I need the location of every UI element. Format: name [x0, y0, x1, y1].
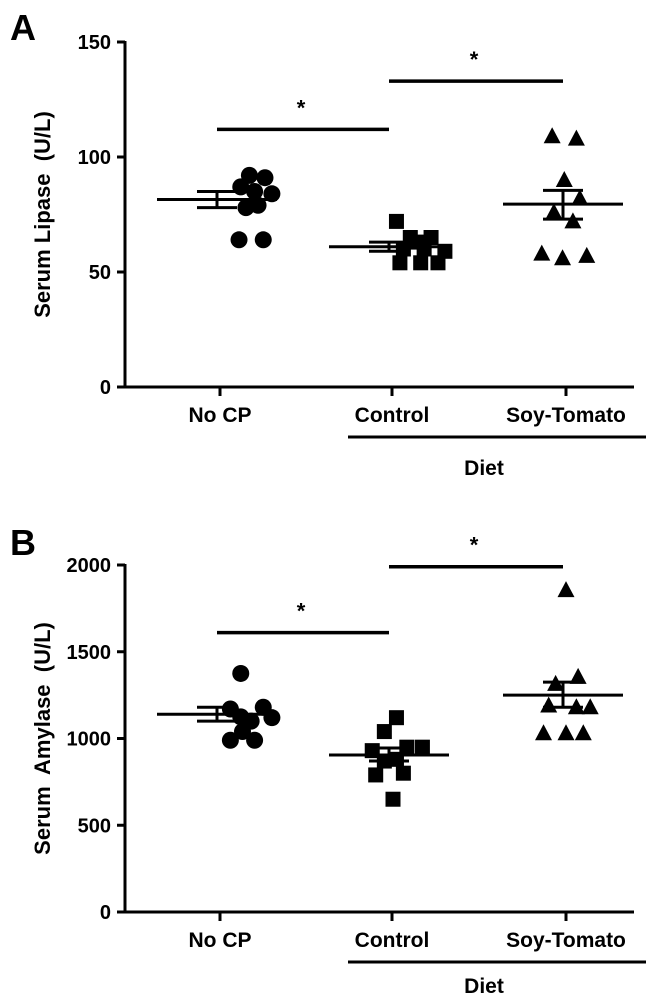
data-point-circle — [246, 183, 264, 200]
x-tick-label: No CP — [189, 404, 252, 427]
data-point-triangle — [574, 724, 592, 741]
significance-star: * — [297, 95, 306, 120]
panel-letter: A — [10, 7, 36, 48]
data-point-square — [413, 255, 429, 271]
y-axis-label: Serum Lipase (U/L) — [30, 111, 55, 318]
data-point-triangle — [540, 696, 558, 713]
x-tick-label: No CP — [189, 929, 252, 952]
y-tick-label: 0 — [100, 902, 111, 924]
data-point-circle — [246, 731, 264, 749]
data-point-triangle — [557, 724, 575, 741]
diet-label: Diet — [464, 975, 504, 998]
data-point-circle — [233, 723, 251, 741]
y-tick-label: 100 — [78, 147, 111, 169]
chart-panel-b: B 0 500 1000 1500 2000 No CP Control Soy-Tomato S… — [10, 522, 646, 998]
data-point-square — [392, 255, 408, 271]
data-point-circle — [263, 709, 281, 727]
panel-letter: B — [10, 522, 36, 563]
data-point-triangle — [569, 667, 587, 684]
data-point-circle — [230, 231, 248, 249]
data-point-triangle — [545, 203, 563, 220]
chart-panel-a: A 0 50 100 150 No CP Control Soy-Tomato Serum Li… — [10, 7, 646, 480]
data-point-circle — [232, 664, 250, 682]
y-tick-label: 0 — [100, 377, 111, 399]
data-point-triangle — [555, 171, 573, 187]
y-tick-label: 1000 — [67, 729, 112, 751]
data-point-square — [416, 241, 432, 257]
data-point-triangle — [543, 127, 561, 144]
data-point-triangle — [567, 129, 585, 146]
data-point-square — [368, 767, 384, 783]
x-tick-label: Control — [355, 929, 430, 952]
diet-label: Diet — [464, 457, 504, 480]
data-point-circle — [237, 199, 255, 217]
data-point-triangle — [571, 189, 589, 206]
x-tick-label: Soy-Tomato — [506, 404, 626, 427]
data-point-square — [388, 710, 404, 726]
y-tick-label: 2000 — [67, 555, 112, 577]
y-axis-label: Serum Amylase (U/L) — [30, 622, 55, 855]
data-point-triangle — [581, 698, 599, 715]
y-tick-label: 150 — [78, 32, 111, 54]
data-point-square — [385, 791, 401, 807]
y-tick-label: 500 — [78, 815, 111, 837]
significance-star: * — [470, 47, 479, 72]
significance-star: * — [297, 599, 306, 624]
data-point-square — [388, 213, 404, 229]
data-point-triangle — [557, 581, 575, 598]
data-point-square — [395, 241, 411, 257]
data-point-triangle — [554, 249, 572, 266]
data-point-circle — [256, 169, 274, 187]
significance-star: * — [470, 533, 479, 558]
data-point-circle — [254, 231, 272, 249]
data-point-square — [376, 724, 392, 740]
x-tick-label: Control — [355, 404, 430, 427]
data-point-square — [430, 255, 446, 271]
data-point-triangle — [578, 246, 596, 263]
data-point-square — [423, 230, 439, 245]
y-tick-label: 50 — [89, 262, 111, 284]
data-point-square — [414, 739, 430, 755]
data-point-circle — [221, 731, 239, 749]
data-point-triangle — [535, 724, 553, 741]
data-point-square — [395, 765, 411, 781]
data-point-triangle — [533, 244, 551, 261]
y-tick-label: 1500 — [67, 642, 112, 664]
x-tick-label: Soy-Tomato — [506, 929, 626, 952]
